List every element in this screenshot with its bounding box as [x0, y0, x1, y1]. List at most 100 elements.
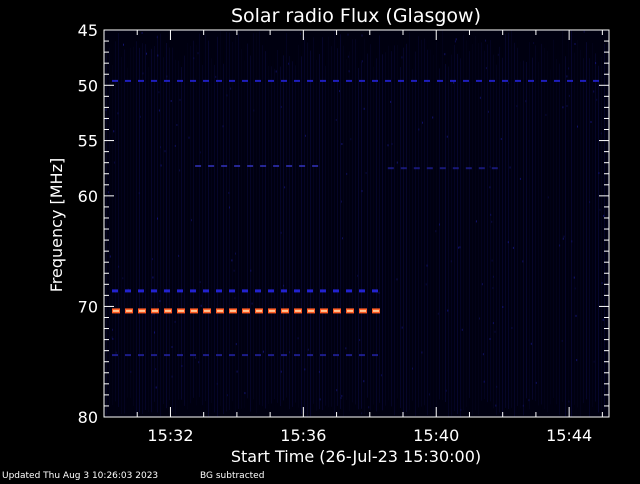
emission-segment	[177, 289, 183, 293]
emission-segment	[476, 79, 482, 82]
y-tick-label: 80	[78, 408, 98, 427]
emission-segment	[426, 167, 433, 170]
emission-band-0	[112, 79, 599, 82]
emission-segment	[294, 354, 300, 357]
emission-segment	[346, 79, 352, 82]
x-tick-label: 15:36	[280, 426, 326, 445]
emission-features	[112, 79, 599, 357]
x-axis-title: Start Time (26-Jul-23 15:30:00)	[231, 447, 481, 466]
noise-texture	[105, 30, 608, 417]
emission-segment	[333, 79, 339, 82]
emission-segment	[372, 79, 378, 82]
emission-segment	[411, 79, 417, 82]
emission-segment	[255, 79, 261, 82]
emission-core	[191, 309, 197, 312]
y-tick-label: 55	[78, 132, 98, 151]
emission-segment	[593, 79, 599, 82]
emission-segment	[567, 79, 573, 82]
emission-core	[178, 309, 184, 312]
emission-segment	[190, 289, 196, 293]
emission-core	[282, 309, 288, 312]
emission-band-5	[112, 354, 378, 357]
emission-segment	[320, 354, 326, 357]
emission-segment	[242, 289, 248, 293]
emission-core	[204, 309, 210, 312]
emission-segment	[190, 354, 196, 357]
emission-core	[256, 309, 262, 312]
y-tick-label: 70	[78, 297, 98, 316]
emission-segment	[439, 167, 446, 170]
y-tick-label: 50	[78, 76, 98, 95]
emission-segment	[333, 354, 339, 357]
emission-segment	[515, 79, 521, 82]
emission-segment	[385, 79, 391, 82]
y-tick-label: 60	[78, 187, 98, 206]
emission-core	[139, 309, 145, 312]
emission-segment	[387, 167, 394, 170]
emission-segment	[268, 79, 274, 82]
emission-segment	[273, 165, 280, 167]
emission-segment	[221, 165, 228, 167]
emission-core	[113, 309, 119, 312]
emission-core	[308, 309, 314, 312]
emission-band-1	[195, 165, 319, 167]
emission-segment	[398, 79, 404, 82]
emission-segment	[268, 289, 274, 293]
emission-segment	[112, 289, 118, 293]
emission-segment	[281, 289, 287, 293]
emission-segment	[450, 79, 456, 82]
emission-segment	[151, 79, 157, 82]
emission-segment	[216, 289, 222, 293]
emission-segment	[502, 79, 508, 82]
emission-segment	[359, 354, 365, 357]
emission-core	[334, 309, 340, 312]
emission-segment	[346, 289, 352, 293]
emission-segment	[299, 165, 306, 167]
emission-segment	[203, 354, 209, 357]
emission-core	[230, 309, 236, 312]
emission-segment	[138, 79, 144, 82]
emission-core	[360, 309, 366, 312]
emission-segment	[452, 167, 459, 170]
emission-segment	[203, 79, 209, 82]
emission-segment	[260, 165, 267, 167]
emission-segment	[177, 79, 183, 82]
emission-segment	[125, 79, 131, 82]
emission-segment	[424, 79, 430, 82]
emission-segment	[307, 289, 313, 293]
emission-core	[347, 309, 353, 312]
emission-segment	[491, 167, 498, 170]
x-tick-label: 15:44	[546, 426, 592, 445]
emission-segment	[125, 289, 131, 293]
emission-segment	[294, 79, 300, 82]
emission-segment	[359, 79, 365, 82]
emission-segment	[372, 354, 378, 357]
plot-frame	[103, 29, 610, 418]
emission-core	[126, 309, 132, 312]
emission-segment	[177, 354, 183, 357]
emission-segment	[489, 79, 495, 82]
emission-segment	[281, 79, 287, 82]
emission-segment	[138, 354, 144, 357]
emission-core	[373, 309, 379, 312]
emission-segment	[229, 354, 235, 357]
emission-segment	[478, 167, 485, 170]
emission-core	[243, 309, 249, 312]
emission-segment	[465, 167, 472, 170]
emission-core	[269, 309, 275, 312]
emission-segment	[286, 165, 293, 167]
x-tick-label: 15:32	[147, 426, 193, 445]
emission-segment	[268, 354, 274, 357]
emission-segment	[112, 354, 118, 357]
emission-segment	[242, 79, 248, 82]
emission-segment	[216, 354, 222, 357]
emission-segment	[242, 354, 248, 357]
emission-segment	[247, 165, 254, 167]
emission-segment	[216, 79, 222, 82]
emission-segment	[151, 354, 157, 357]
emission-segment	[164, 354, 170, 357]
emission-segment	[320, 289, 326, 293]
emission-segment	[307, 354, 313, 357]
